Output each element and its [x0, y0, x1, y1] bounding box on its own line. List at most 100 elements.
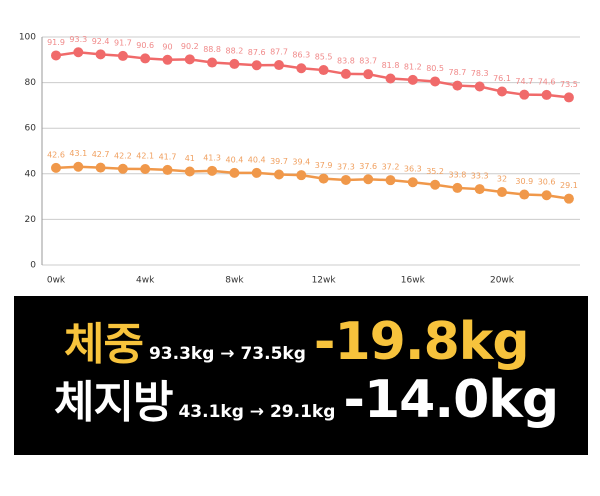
data-point [407, 74, 418, 85]
data-label: 42.1 [136, 152, 154, 161]
data-point [51, 50, 61, 61]
data-label: 90 [162, 42, 172, 51]
data-point [207, 165, 218, 176]
summary-label: 체지방 [54, 377, 173, 428]
summary-banner: 체중 93.3kg → 73.5kg -19.8kg 체지방 43.1kg → 29.1… [14, 296, 588, 455]
data-point [430, 76, 441, 87]
data-label: 42.2 [114, 151, 132, 160]
data-label: 42.7 [92, 150, 110, 159]
y-tick-label: 100 [19, 33, 36, 43]
data-label: 90.2 [181, 42, 199, 51]
data-point [117, 163, 128, 174]
x-tick-label: 16wk [401, 276, 426, 286]
summary-range: 93.3kg → 73.5kg [148, 344, 306, 364]
data-point [229, 58, 240, 69]
y-tick-label: 40 [25, 169, 37, 179]
data-point [363, 174, 374, 185]
data-point [162, 164, 173, 175]
data-point [385, 73, 396, 84]
x-tick-label: 4wk [136, 276, 155, 286]
data-label: 42.6 [47, 150, 65, 159]
data-label: 76.1 [493, 74, 511, 83]
data-label: 88.8 [203, 45, 221, 54]
data-point [474, 184, 485, 195]
data-label: 30.6 [538, 178, 556, 187]
data-label: 81.2 [404, 62, 422, 71]
data-point [407, 177, 418, 188]
data-label: 83.7 [359, 57, 377, 66]
data-label: 32 [497, 175, 507, 184]
data-point [95, 162, 106, 173]
summary-row: 체중 93.3kg → 73.5kg -19.8kg [64, 308, 530, 372]
data-point [318, 173, 329, 184]
data-point [430, 179, 441, 190]
y-tick-label: 20 [25, 215, 37, 225]
y-tick-label: 60 [25, 124, 37, 134]
data-label: 36.3 [404, 165, 422, 174]
data-label: 88.2 [225, 46, 243, 55]
summary-label: 체중 [64, 319, 144, 370]
data-label: 33.8 [448, 170, 466, 179]
data-point [274, 60, 284, 71]
data-point [73, 47, 84, 58]
data-label: 87.7 [270, 48, 288, 57]
data-point [296, 170, 307, 181]
data-point [452, 182, 463, 193]
x-tick-label: 8wk [225, 276, 244, 286]
chart: 0 20 40 60 80 100 0wk 4wk 8wk 12wk 16wk 20wk 91.9 93.… [19, 33, 580, 286]
data-label: 41 [185, 154, 195, 163]
data-point [274, 169, 284, 180]
data-point [563, 92, 574, 103]
data-point [296, 63, 307, 74]
data-point [452, 80, 463, 91]
data-label: 30.9 [515, 177, 533, 186]
summary-range: 43.1kg → 29.1kg [178, 402, 336, 422]
data-point [117, 50, 128, 61]
data-point [95, 49, 106, 60]
data-label: 86.3 [292, 51, 310, 60]
data-point [340, 68, 351, 79]
summary-row: 체지방 43.1kg → 29.1kg -14.0kg [54, 366, 559, 430]
data-label: 87.6 [248, 48, 266, 57]
data-point [184, 54, 195, 65]
data-label: 81.8 [382, 61, 400, 70]
data-point [51, 162, 61, 173]
data-point [340, 174, 351, 185]
data-label: 74.7 [515, 77, 533, 86]
data-label: 33.3 [471, 172, 489, 181]
data-label: 93.3 [69, 35, 87, 44]
data-label: 40.4 [248, 155, 266, 164]
data-label: 73.5 [560, 80, 578, 89]
series-line [55, 165, 570, 200]
data-label: 90.6 [136, 41, 154, 50]
data-label: 78.3 [471, 69, 489, 78]
y-tick-label: 80 [25, 78, 37, 88]
summary-change: -14.0kg [343, 370, 559, 430]
data-label: 37.9 [315, 161, 333, 170]
y-tick-label: 0 [30, 261, 36, 271]
data-label: 40.4 [225, 155, 243, 164]
data-label: 39.7 [270, 157, 288, 166]
data-label: 39.4 [292, 158, 310, 167]
data-label: 37.3 [337, 162, 355, 171]
data-point [541, 190, 552, 201]
data-point [519, 189, 530, 200]
data-point [563, 193, 574, 204]
data-point [519, 89, 530, 100]
data-label: 74.6 [538, 77, 556, 86]
data-point [497, 187, 507, 198]
data-point [140, 164, 151, 175]
data-label: 43.1 [69, 149, 87, 158]
data-label: 35.2 [426, 167, 444, 176]
data-point [162, 54, 173, 65]
data-label: 41.3 [203, 153, 221, 162]
data-point [318, 65, 329, 76]
data-point [385, 175, 396, 186]
data-point [541, 89, 552, 100]
x-tick-label: 0wk [47, 276, 66, 286]
data-label: 29.1 [560, 181, 578, 190]
data-point [207, 57, 218, 68]
data-label: 37.2 [382, 163, 400, 172]
data-label: 78.7 [448, 68, 466, 77]
